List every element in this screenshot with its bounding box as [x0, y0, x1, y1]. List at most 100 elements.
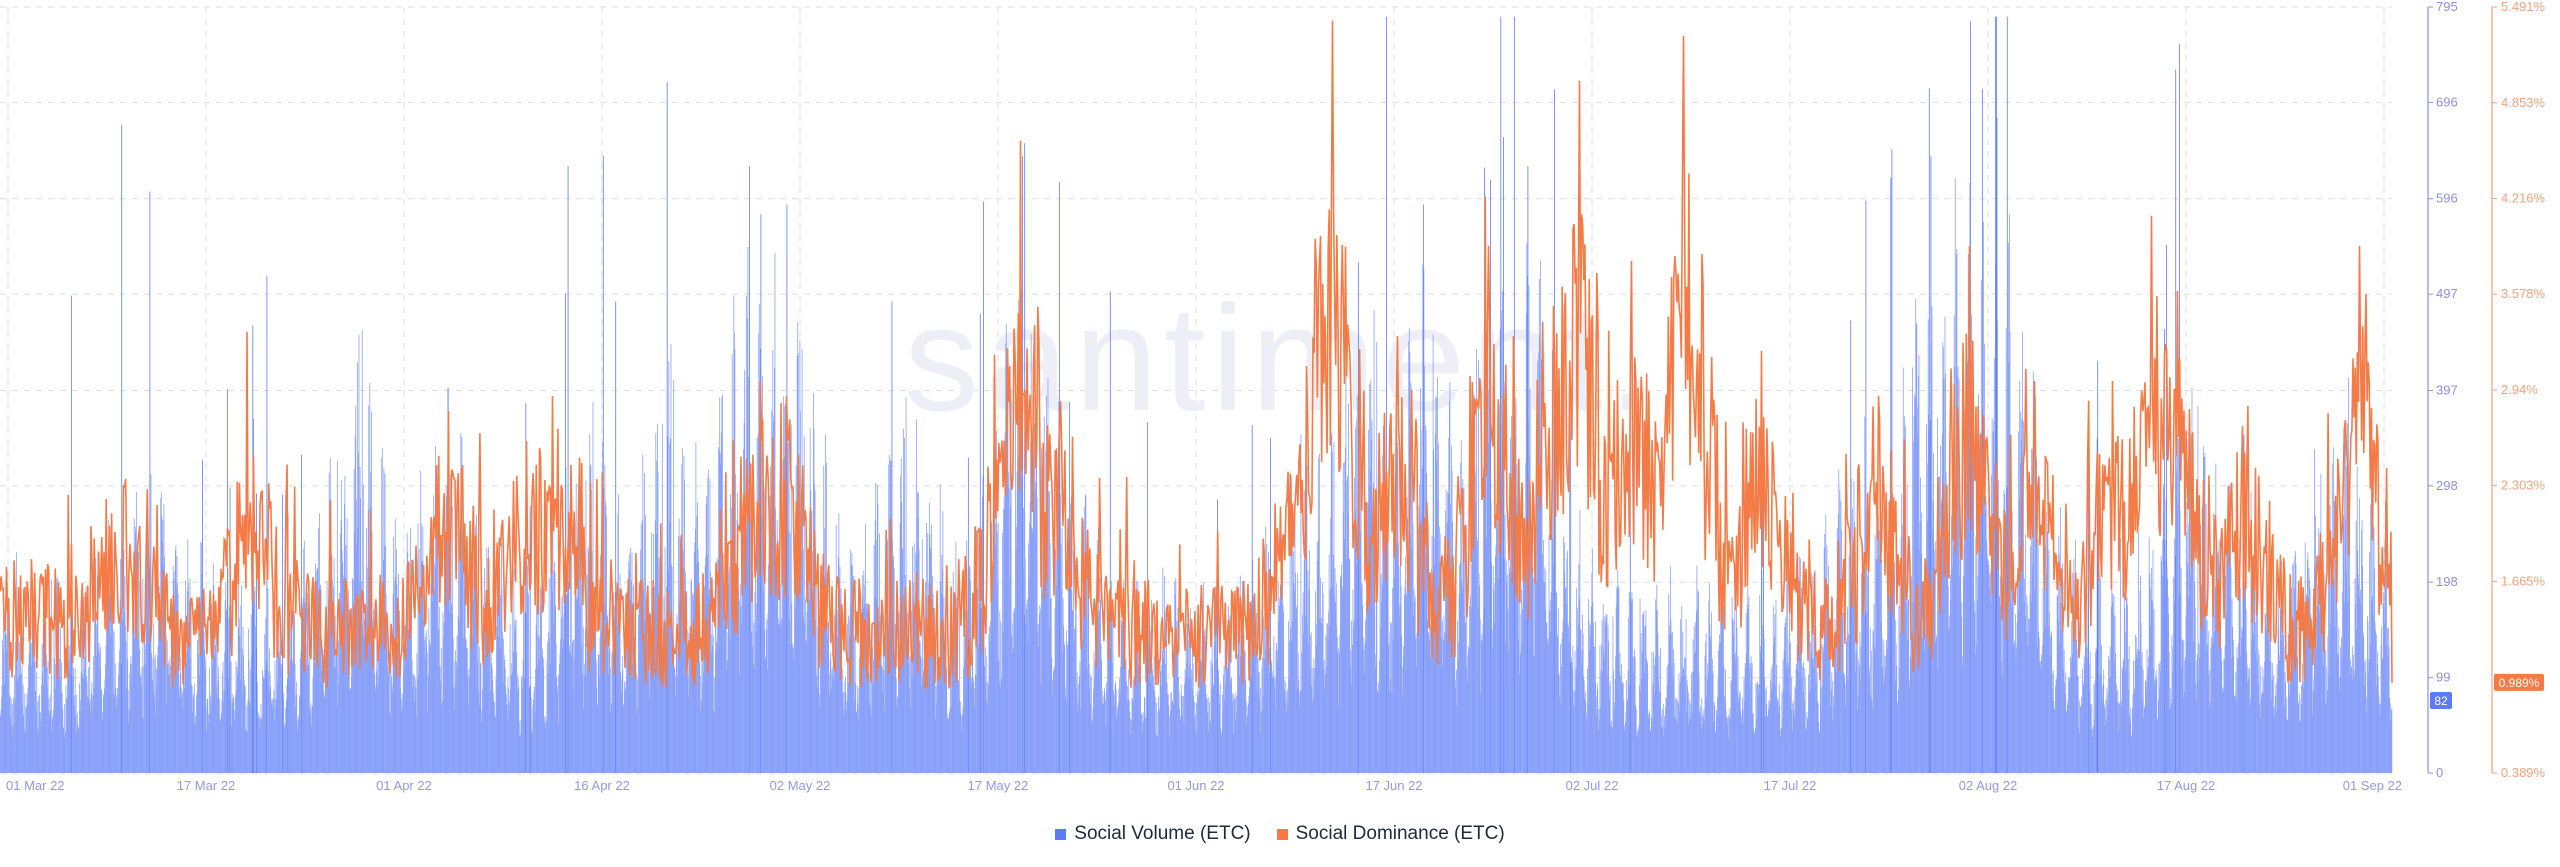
volume-bar	[1200, 662, 1202, 773]
volume-bar	[2262, 691, 2263, 773]
volume-bar	[24, 693, 26, 773]
volume-bar	[2286, 719, 2288, 773]
volume-bar	[1459, 565, 1461, 773]
volume-bar	[1093, 688, 1094, 773]
volume-bar	[604, 465, 606, 773]
volume-bar	[2225, 613, 2227, 773]
volume-bar	[1669, 566, 1671, 773]
volume-bar	[2050, 636, 2051, 773]
volume-bar	[2215, 463, 2217, 773]
volume-bar	[1114, 684, 1116, 773]
volume-bar	[694, 542, 696, 773]
volume-bar	[53, 709, 54, 773]
volume-bar	[992, 578, 994, 773]
volume-bar	[463, 567, 465, 773]
volume-bar	[2078, 728, 2080, 773]
volume-bar	[1908, 598, 1910, 773]
volume-bar	[1594, 682, 1596, 773]
volume-bar	[222, 673, 223, 773]
volume-bar	[1524, 533, 1526, 773]
volume-current-badge[interactable]: 82	[2430, 691, 2452, 709]
volume-bar	[33, 598, 34, 773]
volume-bar	[2146, 649, 2148, 773]
volume-bar	[436, 505, 437, 773]
volume-bar	[10, 717, 12, 773]
volume-bar	[2373, 614, 2374, 773]
volume-bar	[2338, 677, 2340, 773]
volume-bar	[1371, 420, 1373, 773]
volume-bar	[633, 637, 635, 773]
volume-bar	[2162, 539, 2164, 773]
volume-bar	[1915, 322, 1917, 773]
volume-bar	[1378, 682, 1379, 773]
volume-bar	[1276, 643, 1277, 773]
volume-bar	[122, 619, 124, 773]
volume-bar	[1912, 367, 1913, 773]
volume-bar	[2117, 702, 2119, 773]
volume-bar	[2348, 378, 2349, 773]
legend-item-dominance[interactable]: Social Dominance (ETC)	[1276, 823, 1505, 845]
volume-bar	[1651, 717, 1652, 773]
volume-bar	[1789, 697, 1791, 773]
volume-bar	[1236, 696, 1238, 773]
volume-bar	[1769, 704, 1771, 773]
volume-bar	[1410, 382, 1412, 773]
volume-bar	[1844, 707, 1846, 773]
volume-bar	[2127, 658, 2129, 773]
volume-bar	[2234, 696, 2236, 773]
volume-bar	[524, 678, 526, 773]
volume-bar	[2356, 466, 2358, 773]
volume-bar	[319, 637, 321, 773]
volume-bar	[707, 477, 709, 773]
volume-bar	[1701, 698, 1703, 773]
volume-bar	[1990, 572, 1991, 773]
volume-bar	[1342, 590, 1344, 773]
volume-bar	[2029, 593, 2031, 773]
volume-bar	[133, 518, 135, 773]
volume-bar	[1989, 589, 1990, 773]
volume-bar	[1710, 642, 1712, 773]
volume-bar	[881, 665, 883, 773]
volume-bar	[410, 593, 412, 773]
volume-bar	[2232, 626, 2233, 773]
volume-bar	[1237, 654, 1238, 773]
volume-bar	[1388, 644, 1390, 773]
volume-bar	[1547, 642, 1548, 773]
volume-bar	[1559, 697, 1561, 773]
volume-bar	[869, 707, 871, 773]
volume-bar	[141, 667, 143, 773]
volume-bar	[2160, 555, 2162, 773]
volume-bar	[1584, 698, 1586, 773]
volume-bar	[404, 625, 406, 773]
volume-bar	[766, 619, 768, 773]
volume-bar	[1681, 666, 1683, 773]
volume-bar	[1873, 632, 1874, 773]
dominance-current-badge[interactable]: 0.989%	[2494, 673, 2544, 691]
volume-bar	[55, 602, 57, 773]
volume-bar	[473, 553, 475, 773]
volume-bar	[1074, 628, 1075, 773]
volume-bar	[1630, 597, 1632, 773]
dominance-line	[0, 20, 2393, 690]
volume-bar	[897, 697, 898, 773]
volume-bar	[1930, 156, 1932, 774]
volume-bar	[403, 644, 404, 773]
volume-bar	[1992, 515, 1994, 773]
volume-bar	[1307, 570, 1309, 773]
volume-bar	[1217, 677, 1219, 773]
volume-bar	[1255, 650, 1256, 773]
volume-bar	[1673, 649, 1674, 773]
volume-bar	[400, 699, 402, 773]
volume-bar	[2224, 645, 2226, 773]
volume-bar	[1266, 628, 1268, 773]
volume-bar	[1822, 647, 1824, 773]
volume-bar	[1760, 645, 1762, 773]
volume-bar	[1056, 559, 1058, 773]
legend-item-volume[interactable]: Social Volume (ETC)	[1055, 823, 1251, 845]
volume-bar	[572, 640, 574, 773]
volume-bar	[1112, 610, 1114, 773]
volume-bar	[945, 566, 947, 773]
volume-bar	[701, 662, 703, 773]
volume-bar	[1862, 549, 1864, 773]
volume-bar	[1900, 632, 1901, 773]
